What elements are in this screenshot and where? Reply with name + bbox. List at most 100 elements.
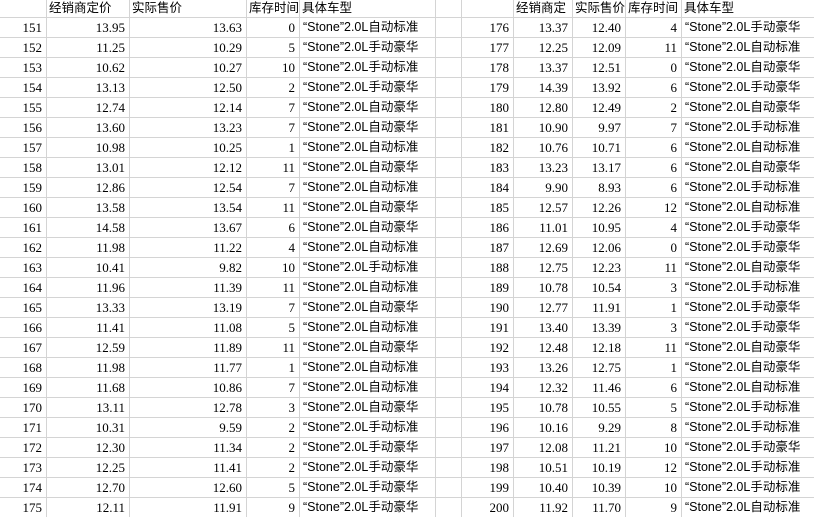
cell-row-number[interactable]: 192 (462, 338, 514, 358)
cell-actual-price[interactable]: 11.08 (130, 318, 247, 338)
cell-stock-time[interactable]: 9 (247, 498, 300, 517)
cell-empty[interactable] (436, 238, 462, 258)
cell-stock-time[interactable]: 8 (626, 418, 682, 438)
cell-row-number[interactable]: 165 (0, 298, 47, 318)
header-empty[interactable] (462, 0, 514, 18)
cell-model[interactable]: “Stone”2.0L自动标准 (682, 378, 814, 398)
cell-row-number[interactable]: 182 (462, 138, 514, 158)
cell-row-number[interactable]: 178 (462, 58, 514, 78)
cell-dealer-price[interactable]: 11.01 (514, 218, 573, 238)
cell-dealer-price[interactable]: 13.95 (47, 18, 130, 38)
cell-model[interactable]: “Stone”2.0L自动标准 (682, 198, 814, 218)
cell-row-number[interactable]: 170 (0, 398, 47, 418)
cell-dealer-price[interactable]: 11.96 (47, 278, 130, 298)
cell-row-number[interactable]: 195 (462, 398, 514, 418)
cell-actual-price[interactable]: 11.91 (573, 298, 626, 318)
cell-actual-price[interactable]: 10.29 (130, 38, 247, 58)
cell-dealer-price[interactable]: 12.80 (514, 98, 573, 118)
cell-stock-time[interactable]: 6 (626, 178, 682, 198)
cell-row-number[interactable]: 191 (462, 318, 514, 338)
cell-model[interactable]: “Stone”2.0L手动标准 (300, 258, 436, 278)
cell-row-number[interactable]: 173 (0, 458, 47, 478)
cell-model[interactable]: “Stone”2.0L手动标准 (682, 478, 814, 498)
cell-row-number[interactable]: 157 (0, 138, 47, 158)
cell-dealer-price[interactable]: 10.78 (514, 398, 573, 418)
cell-dealer-price[interactable]: 13.60 (47, 118, 130, 138)
cell-empty[interactable] (436, 478, 462, 498)
cell-dealer-price[interactable]: 12.59 (47, 338, 130, 358)
header-actual-price[interactable]: 实际售价 (130, 0, 247, 18)
cell-dealer-price[interactable]: 11.25 (47, 38, 130, 58)
cell-row-number[interactable]: 168 (0, 358, 47, 378)
header-stock-time[interactable]: 库存时间 (626, 0, 682, 18)
cell-row-number[interactable]: 186 (462, 218, 514, 238)
cell-row-number[interactable]: 197 (462, 438, 514, 458)
cell-model[interactable]: “Stone”2.0L手动豪华 (300, 498, 436, 517)
cell-row-number[interactable]: 174 (0, 478, 47, 498)
cell-dealer-price[interactable]: 11.92 (514, 498, 573, 517)
cell-actual-price[interactable]: 11.70 (573, 498, 626, 517)
cell-dealer-price[interactable]: 12.08 (514, 438, 573, 458)
cell-actual-price[interactable]: 12.50 (130, 78, 247, 98)
cell-empty[interactable] (436, 418, 462, 438)
cell-actual-price[interactable]: 13.39 (573, 318, 626, 338)
cell-empty[interactable] (436, 18, 462, 38)
cell-stock-time[interactable]: 11 (247, 278, 300, 298)
cell-actual-price[interactable]: 11.41 (130, 458, 247, 478)
cell-row-number[interactable]: 193 (462, 358, 514, 378)
cell-dealer-price[interactable]: 11.41 (47, 318, 130, 338)
cell-stock-time[interactable]: 9 (626, 498, 682, 517)
cell-stock-time[interactable]: 4 (626, 18, 682, 38)
cell-empty[interactable] (436, 138, 462, 158)
cell-row-number[interactable]: 176 (462, 18, 514, 38)
cell-model[interactable]: “Stone”2.0L自动豪华 (682, 98, 814, 118)
cell-stock-time[interactable]: 6 (247, 218, 300, 238)
cell-row-number[interactable]: 187 (462, 238, 514, 258)
cell-actual-price[interactable]: 12.06 (573, 238, 626, 258)
header-dealer-price[interactable]: 经销商定价 (47, 0, 130, 18)
cell-row-number[interactable]: 160 (0, 198, 47, 218)
cell-dealer-price[interactable]: 10.16 (514, 418, 573, 438)
cell-actual-price[interactable]: 10.19 (573, 458, 626, 478)
cell-model[interactable]: “Stone”2.0L自动豪华 (300, 338, 436, 358)
cell-actual-price[interactable]: 13.19 (130, 298, 247, 318)
cell-model[interactable]: “Stone”2.0L手动标准 (682, 278, 814, 298)
cell-dealer-price[interactable]: 11.68 (47, 378, 130, 398)
cell-dealer-price[interactable]: 13.01 (47, 158, 130, 178)
cell-stock-time[interactable]: 10 (626, 438, 682, 458)
cell-empty[interactable] (436, 198, 462, 218)
cell-dealer-price[interactable]: 13.23 (514, 158, 573, 178)
cell-dealer-price[interactable]: 11.98 (47, 238, 130, 258)
cell-stock-time[interactable]: 2 (247, 78, 300, 98)
cell-empty[interactable] (436, 338, 462, 358)
cell-dealer-price[interactable]: 12.48 (514, 338, 573, 358)
cell-dealer-price[interactable]: 13.40 (514, 318, 573, 338)
cell-model[interactable]: “Stone”2.0L手动标准 (300, 58, 436, 78)
cell-model[interactable]: “Stone”2.0L自动豪华 (300, 198, 436, 218)
cell-stock-time[interactable]: 10 (247, 58, 300, 78)
cell-model[interactable]: “Stone”2.0L自动豪华 (682, 258, 814, 278)
cell-stock-time[interactable]: 7 (247, 298, 300, 318)
cell-dealer-price[interactable]: 13.11 (47, 398, 130, 418)
cell-model[interactable]: “Stone”2.0L自动豪华 (682, 58, 814, 78)
cell-stock-time[interactable]: 6 (626, 138, 682, 158)
cell-model[interactable]: “Stone”2.0L自动标准 (300, 138, 436, 158)
cell-row-number[interactable]: 162 (0, 238, 47, 258)
cell-actual-price[interactable]: 12.60 (130, 478, 247, 498)
cell-empty[interactable] (436, 118, 462, 138)
cell-row-number[interactable]: 166 (0, 318, 47, 338)
cell-actual-price[interactable]: 12.54 (130, 178, 247, 198)
cell-model[interactable]: “Stone”2.0L自动标准 (300, 278, 436, 298)
cell-stock-time[interactable]: 0 (626, 238, 682, 258)
cell-row-number[interactable]: 163 (0, 258, 47, 278)
cell-dealer-price[interactable]: 12.70 (47, 478, 130, 498)
cell-actual-price[interactable]: 12.40 (573, 18, 626, 38)
cell-dealer-price[interactable]: 13.37 (514, 18, 573, 38)
cell-row-number[interactable]: 180 (462, 98, 514, 118)
cell-stock-time[interactable]: 11 (626, 338, 682, 358)
cell-dealer-price[interactable]: 12.32 (514, 378, 573, 398)
cell-dealer-price[interactable]: 13.37 (514, 58, 573, 78)
cell-empty[interactable] (436, 378, 462, 398)
cell-model[interactable]: “Stone”2.0L自动豪华 (682, 158, 814, 178)
cell-dealer-price[interactable]: 12.25 (47, 458, 130, 478)
